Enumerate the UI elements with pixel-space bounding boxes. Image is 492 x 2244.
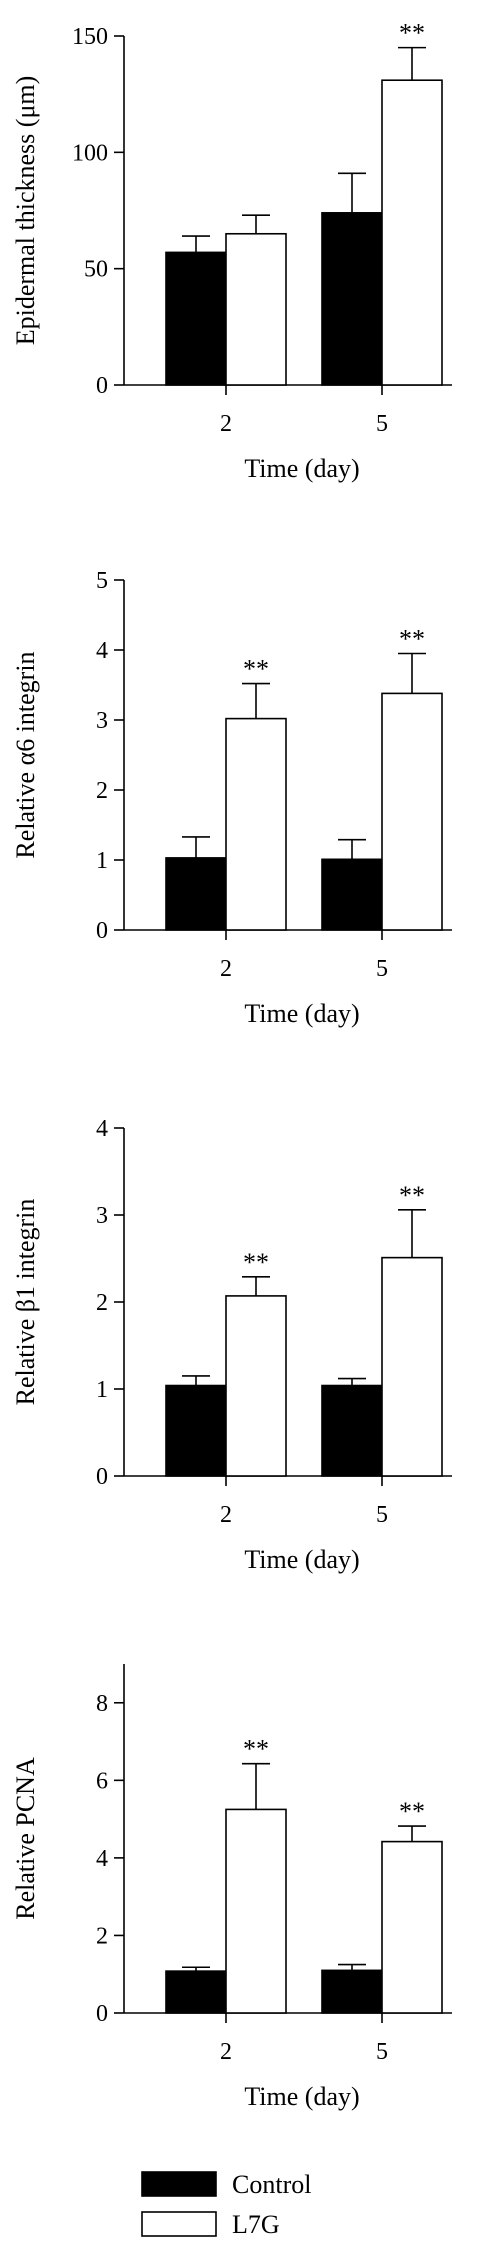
y-tick-label: 1 (96, 1377, 108, 1403)
legend-label: Control (232, 2170, 311, 2199)
y-tick-label: 0 (96, 373, 108, 399)
bar-l7g-day-5 (381, 692, 443, 931)
legend-swatch-l7g (141, 2211, 217, 2237)
y-axis-title: Relative α6 integrin (11, 651, 40, 858)
y-tick-label: 8 (96, 1691, 108, 1717)
x-tick-label: 2 (220, 956, 232, 982)
bar-control-day-5 (321, 212, 383, 386)
y-tick-label: 4 (96, 1846, 108, 1872)
x-tick-label: 2 (220, 411, 232, 437)
x-tick-label: 5 (376, 2039, 388, 2065)
significance-marker: ** (243, 1735, 269, 1764)
bar-l7g-day-2 (225, 1295, 287, 1477)
legend-swatch-control (141, 2171, 217, 2197)
x-axis-title: Time (day) (244, 2082, 359, 2111)
significance-marker: ** (399, 19, 425, 48)
y-tick-label: 100 (72, 140, 108, 166)
y-tick-label: 4 (96, 1116, 108, 1142)
bar-l7g-day-5 (381, 79, 443, 386)
significance-marker: ** (243, 655, 269, 684)
bar-l7g-day-2 (225, 717, 287, 931)
bar-control-day-2 (165, 251, 227, 386)
x-tick-label: 5 (376, 956, 388, 982)
y-tick-label: 2 (96, 778, 108, 804)
y-tick-label: 3 (96, 708, 108, 734)
legend: Control L7G (141, 2170, 311, 2239)
significance-marker: ** (243, 1248, 269, 1277)
y-tick-label: 6 (96, 1768, 108, 1794)
bar-control-day-5 (321, 858, 383, 931)
bar-control-day-2 (165, 857, 227, 931)
y-axis-title: Epidermal thickness (μm) (11, 76, 40, 346)
bar-control-day-2 (165, 1970, 227, 2014)
chart-panel-2: 0 1 2 3 4 5 Relative α6 integrin 2 ** 5 ** Time (da… (11, 568, 452, 1028)
y-tick-label: 3 (96, 1203, 108, 1229)
y-tick-label: 50 (84, 257, 108, 283)
chart-panel-1: 0 50 100 150 Epidermal thickness (μm) 2 5 ** Tim… (11, 19, 452, 483)
y-tick-label: 150 (72, 24, 108, 50)
x-tick-label: 5 (376, 411, 388, 437)
bar-l7g-day-5 (381, 1840, 443, 2014)
y-tick-label: 1 (96, 848, 108, 874)
legend-label: L7G (232, 2210, 280, 2239)
bar-l7g-day-2 (225, 232, 287, 386)
y-axis-title: Relative PCNA (11, 1757, 40, 1920)
y-tick-label: 2 (96, 1290, 108, 1316)
y-tick-label: 4 (96, 638, 108, 664)
significance-marker: ** (399, 1797, 425, 1826)
y-tick-label: 5 (96, 568, 108, 594)
significance-marker: ** (399, 625, 425, 654)
x-tick-label: 5 (376, 1502, 388, 1528)
bar-control-day-5 (321, 1969, 383, 2014)
x-axis-title: Time (day) (244, 1545, 359, 1574)
x-tick-label: 2 (220, 1502, 232, 1528)
chart-panel-3: 0 1 2 3 4 Relative β1 integrin 2 ** 5 ** Time (day… (11, 1116, 452, 1574)
bar-l7g-day-2 (225, 1808, 287, 2014)
y-tick-label: 2 (96, 1923, 108, 1949)
x-axis-title: Time (day) (244, 454, 359, 483)
y-axis-title: Relative β1 integrin (11, 1199, 40, 1406)
chart-panel-4: 0 2 4 6 8 Relative PCNA 2 ** 5 ** Time (day) (11, 1664, 452, 2111)
bar-control-day-5 (321, 1384, 383, 1477)
x-axis-title: Time (day) (244, 999, 359, 1028)
y-tick-label: 0 (96, 918, 108, 944)
bar-control-day-2 (165, 1384, 227, 1477)
y-tick-label: 0 (96, 1464, 108, 1490)
x-tick-label: 2 (220, 2039, 232, 2065)
significance-marker: ** (399, 1181, 425, 1210)
bar-l7g-day-5 (381, 1256, 443, 1477)
y-tick-label: 0 (96, 2001, 108, 2027)
